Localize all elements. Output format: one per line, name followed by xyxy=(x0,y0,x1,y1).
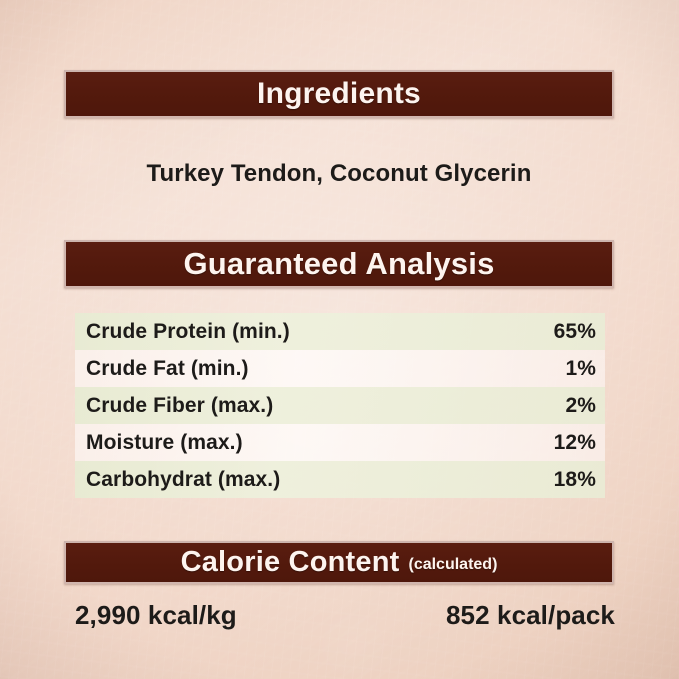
nutrient-value: 1% xyxy=(565,356,596,380)
table-row: Carbohydrat (max.) 18% xyxy=(75,461,605,498)
nutrient-value: 12% xyxy=(553,430,596,454)
calorie-content-calculated-note: (calculated) xyxy=(408,555,498,573)
calorie-values-row: 2,990 kcal/kg 852 kcal/pack xyxy=(75,600,615,631)
calorie-content-heading-banner: Calorie Content (calculated) xyxy=(64,541,614,584)
guaranteed-analysis-heading-text: Guaranteed Analysis xyxy=(183,246,495,281)
nutrient-value: 18% xyxy=(553,467,596,491)
nutrient-label: Crude Protein (min.) xyxy=(86,319,290,343)
calories-per-kg-value: 2,990 kcal/kg xyxy=(75,600,237,630)
nutrient-label: Crude Fat (min.) xyxy=(86,356,249,380)
guaranteed-analysis-table: Crude Protein (min.) 65% Crude Fat (min.… xyxy=(75,313,605,498)
nutrient-value: 65% xyxy=(553,319,596,343)
table-row: Crude Fiber (max.) 2% xyxy=(75,387,605,424)
nutrient-label: Moisture (max.) xyxy=(86,430,243,454)
calorie-content-heading-text: Calorie Content xyxy=(180,546,400,578)
guaranteed-analysis-heading-banner: Guaranteed Analysis xyxy=(64,240,614,288)
calories-per-pack-value: 852 kcal/pack xyxy=(446,600,615,630)
table-row: Moisture (max.) 12% xyxy=(75,424,605,461)
nutrient-value: 2% xyxy=(565,393,596,417)
nutrient-label: Carbohydrat (max.) xyxy=(86,467,281,491)
ingredients-list-text: Turkey Tendon, Coconut Glycerin xyxy=(146,160,532,187)
table-row: Crude Protein (min.) 65% xyxy=(75,313,605,350)
nutrient-label: Crude Fiber (max.) xyxy=(86,393,274,417)
table-row: Crude Fat (min.) 1% xyxy=(75,350,605,387)
ingredients-heading-text: Ingredients xyxy=(257,77,421,110)
ingredients-heading-banner: Ingredients xyxy=(64,70,614,118)
